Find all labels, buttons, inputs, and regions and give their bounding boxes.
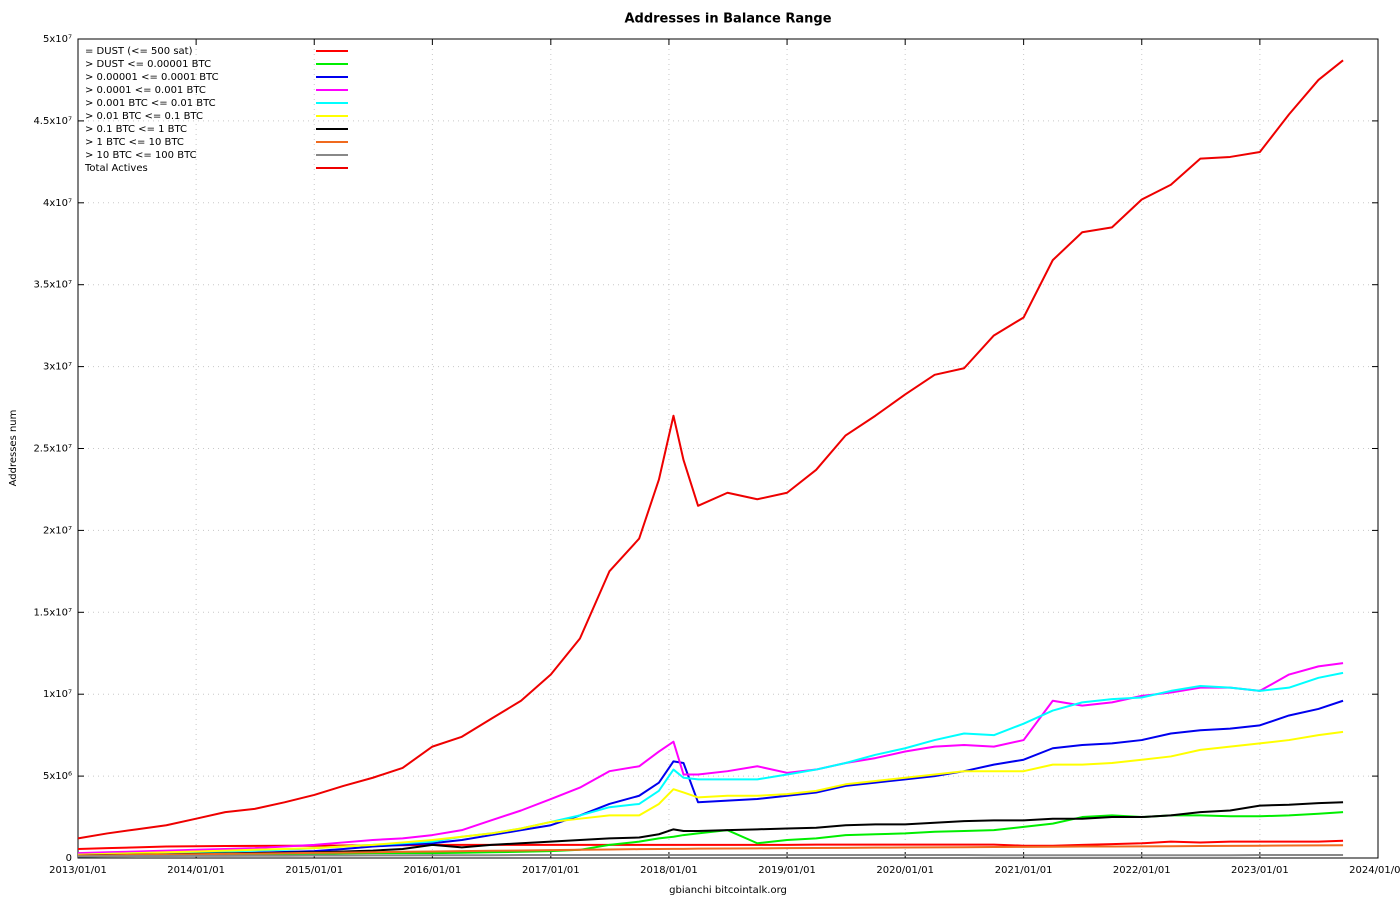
- x-tick-label: 2023/01/01: [1231, 865, 1289, 876]
- x-tick-label: 2020/01/01: [876, 865, 934, 876]
- legend-label: > 0.0001 <= 0.001 BTC: [85, 85, 206, 96]
- y-tick-label: 5x10⁶: [43, 771, 72, 782]
- y-tick-label: 4.5x10⁷: [33, 116, 72, 127]
- y-tick-label: 2x10⁷: [43, 525, 72, 536]
- x-axis-label: gbianchi bitcointalk.org: [669, 885, 787, 896]
- x-tick-label: 2021/01/01: [995, 865, 1053, 876]
- y-axis-label: Addresses num: [8, 410, 19, 487]
- x-tick-label: 2013/01/01: [49, 865, 107, 876]
- x-tick-label: 2019/01/01: [758, 865, 816, 876]
- legend-label: > DUST <= 0.00001 BTC: [85, 59, 211, 70]
- legend-label: > 1 BTC <= 10 BTC: [85, 137, 184, 148]
- series-line: [77, 854, 1344, 858]
- plot-border: [77, 38, 1379, 859]
- x-tick-label: 2017/01/01: [522, 865, 580, 876]
- y-tick-label: 1x10⁷: [43, 689, 72, 700]
- y-tick-label: 0: [66, 853, 72, 864]
- legend-label: > 0.01 BTC <= 0.1 BTC: [85, 111, 203, 122]
- chart-title: Addresses in Balance Range: [624, 12, 831, 27]
- legend-label: > 0.1 BTC <= 1 BTC: [85, 124, 187, 135]
- x-tick-label: 2014/01/01: [167, 865, 225, 876]
- y-tick-label: 2.5x10⁷: [33, 444, 72, 455]
- y-tick-label: 3x10⁷: [43, 362, 72, 373]
- x-tick-label: 2018/01/01: [640, 865, 698, 876]
- series-line: [77, 844, 1344, 857]
- x-tick-label: 2022/01/01: [1113, 865, 1171, 876]
- y-tick-label: 1.5x10⁷: [33, 607, 72, 618]
- x-tick-label: 2016/01/01: [404, 865, 462, 876]
- y-tick-label: 5x10⁷: [43, 34, 72, 45]
- legend-label: Total Actives: [84, 163, 148, 174]
- legend-label: > 0.001 BTC <= 0.01 BTC: [85, 98, 216, 109]
- series-line: [77, 730, 1344, 856]
- legend: = DUST (<= 500 sat) > DUST <= 0.00001 BTC…: [84, 46, 348, 174]
- y-tick-label: 3.5x10⁷: [33, 280, 72, 291]
- x-tick-label: 2024/01/01: [1349, 865, 1400, 876]
- x-tick-label: 2015/01/01: [285, 865, 343, 876]
- legend-label: > 0.00001 <= 0.0001 BTC: [85, 72, 219, 83]
- series-line: [77, 671, 1344, 856]
- legend-label: = DUST (<= 500 sat): [85, 46, 193, 57]
- series-line: [77, 59, 1344, 840]
- y-tick-label: 4x10⁷: [43, 198, 72, 209]
- legend-label: > 10 BTC <= 100 BTC: [85, 150, 197, 161]
